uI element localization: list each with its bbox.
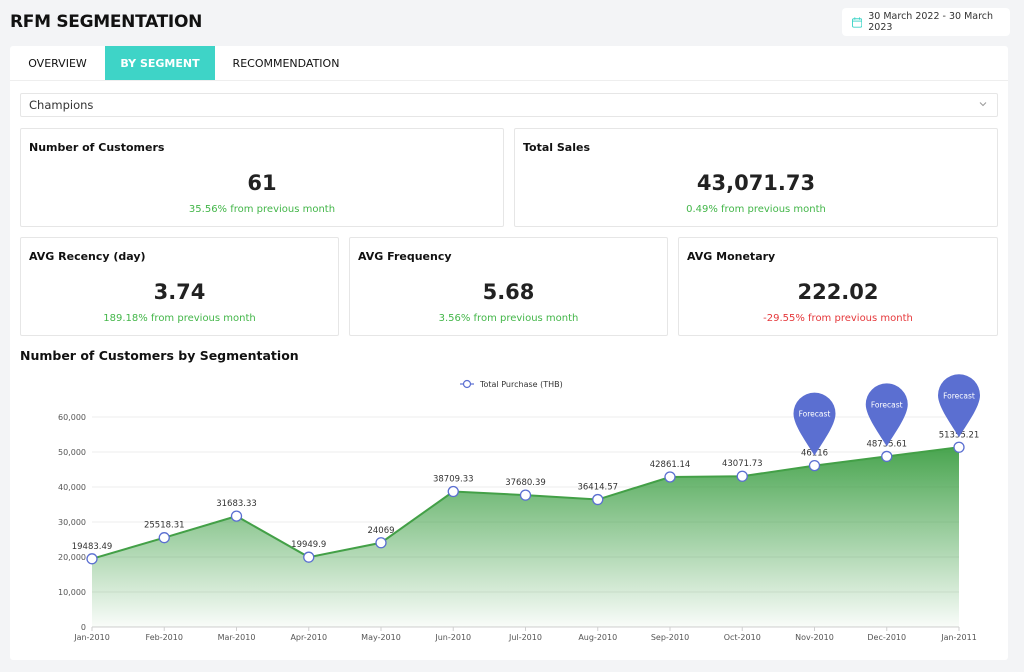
data-label: 25518.31	[144, 521, 185, 531]
x-axis: Jan-2010 Feb-2010 Mar-2010 Apr-2010 May-2010…	[73, 627, 977, 642]
card-label: AVG Recency (day)	[29, 250, 146, 263]
x-tick-label: May-2010	[361, 633, 401, 642]
segment-select-value: Champions	[29, 98, 94, 112]
y-tick-label: 60,000	[58, 413, 86, 422]
data-label: 19483.49	[72, 542, 113, 552]
tab-bar: OVERVIEW BY SEGMENT RECOMMENDATION	[10, 46, 1008, 81]
chevron-down-icon	[979, 102, 987, 107]
forecast-pin	[793, 392, 836, 456]
y-tick-label: 0	[81, 623, 86, 632]
y-tick-label: 10,000	[58, 588, 86, 597]
data-label: 24069	[367, 526, 394, 536]
y-tick-label: 50,000	[58, 448, 86, 457]
x-tick-label: Jul-2010	[508, 633, 542, 642]
data-label: 19949.9	[291, 540, 326, 550]
card-delta: 0.49% from previous month	[686, 204, 826, 215]
forecast-pin-label: Forecast	[799, 410, 831, 419]
card-delta: 35.56% from previous month	[188, 204, 336, 215]
card-value: 222.02	[797, 280, 879, 304]
card-label: AVG Frequency	[358, 250, 452, 263]
x-tick-label: Mar-2010	[218, 633, 256, 642]
calendar-icon	[852, 16, 863, 28]
card-value: 3.74	[153, 280, 206, 304]
x-tick-label: Aug-2010	[578, 633, 617, 642]
data-point	[230, 510, 243, 522]
data-label: 38709.33	[433, 475, 474, 485]
date-range-picker[interactable]: 30 March 2022 - 30 March 2023	[842, 8, 1010, 36]
card-value: 5.68	[482, 280, 535, 304]
y-tick-label: 40,000	[58, 483, 86, 492]
main-panel: OVERVIEW BY SEGMENT RECOMMENDATION Champ…	[10, 46, 1008, 660]
data-label: 36414.57	[577, 483, 618, 493]
y-axis: 0 10,000 20,000 30,000 40,000 50,000 60,000	[58, 413, 86, 632]
data-point	[664, 471, 676, 483]
data-point	[592, 493, 604, 506]
data-label: 31683.33	[216, 499, 257, 509]
x-tick-label: Apr-2010	[290, 633, 327, 642]
data-point	[375, 537, 387, 549]
page-title: RFM SEGMENTATION	[10, 12, 203, 32]
x-tick-label: Jan-2011	[940, 633, 977, 642]
card-total-sales: Total Sales 43,071.73 0.49% from previou…	[514, 128, 998, 227]
series-area	[92, 447, 959, 627]
forecast-pin-label: Forecast	[871, 400, 903, 409]
tab-overview[interactable]: OVERVIEW	[28, 56, 87, 70]
card-number-of-customers: Number of Customers 61 35.56% from previ…	[20, 128, 504, 227]
x-tick-label: Feb-2010	[146, 633, 183, 642]
legend-marker-icon	[462, 379, 472, 389]
card-value: 61	[247, 171, 277, 195]
data-point	[158, 532, 170, 544]
card-avg-frequency: AVG Frequency 5.68 3.56% from previous m…	[349, 237, 668, 336]
data-point	[519, 489, 532, 501]
data-label: 42861.14	[650, 460, 691, 470]
data-point	[953, 441, 965, 453]
data-label: 37680.39	[505, 478, 546, 488]
x-tick-label: Nov-2010	[795, 633, 834, 642]
tab-by-segment[interactable]: BY SEGMENT	[105, 46, 215, 80]
customers-by-segmentation-chart: Total Purchase (THB) 0 10,000 20,000 30,000…	[58, 374, 980, 642]
card-label: Total Sales	[523, 141, 591, 154]
card-avg-monetary: AVG Monetary 222.02 -29.55% from previou…	[678, 237, 998, 336]
data-point	[303, 551, 315, 563]
chart-title: Number of Customers by Segmentation	[20, 348, 299, 363]
card-label: Number of Customers	[29, 141, 165, 154]
data-points	[86, 441, 965, 565]
data-point	[736, 470, 748, 482]
data-point	[447, 485, 459, 498]
forecast-pin-label: Forecast	[943, 391, 975, 400]
card-avg-recency: AVG Recency (day) 3.74 189.18% from prev…	[20, 237, 339, 336]
tab-recommendation[interactable]: RECOMMENDATION	[232, 56, 340, 70]
card-delta: 3.56% from previous month	[438, 313, 579, 324]
data-label: 43071.73	[722, 459, 763, 469]
x-tick-label: Jan-2010	[73, 633, 110, 642]
data-point	[881, 450, 893, 463]
data-point	[808, 459, 821, 472]
x-tick-label: Oct-2010	[724, 633, 761, 642]
chart-legend[interactable]: Total Purchase (THB)	[460, 379, 563, 389]
forecast-pin	[938, 374, 980, 438]
y-tick-label: 30,000	[58, 518, 86, 527]
card-label: AVG Monetary	[687, 250, 776, 263]
x-tick-label: Dec-2010	[867, 633, 906, 642]
card-delta: 189.18% from previous month	[103, 313, 256, 324]
data-point	[86, 553, 98, 565]
x-tick-label: Sep-2010	[651, 633, 689, 642]
card-value: 43,071.73	[696, 171, 816, 195]
y-tick-label: 20,000	[58, 553, 86, 562]
legend-label: Total Purchase (THB)	[479, 380, 563, 389]
forecast-pins: Forecast Forecast Forecast	[793, 374, 980, 456]
card-delta: -29.55% from previous month	[763, 313, 913, 324]
x-tick-label: Jun-2010	[434, 633, 471, 642]
date-range-text: 30 March 2022 - 30 March 2023	[868, 11, 994, 33]
forecast-pin	[865, 383, 908, 447]
segment-select[interactable]: Champions	[20, 93, 998, 117]
